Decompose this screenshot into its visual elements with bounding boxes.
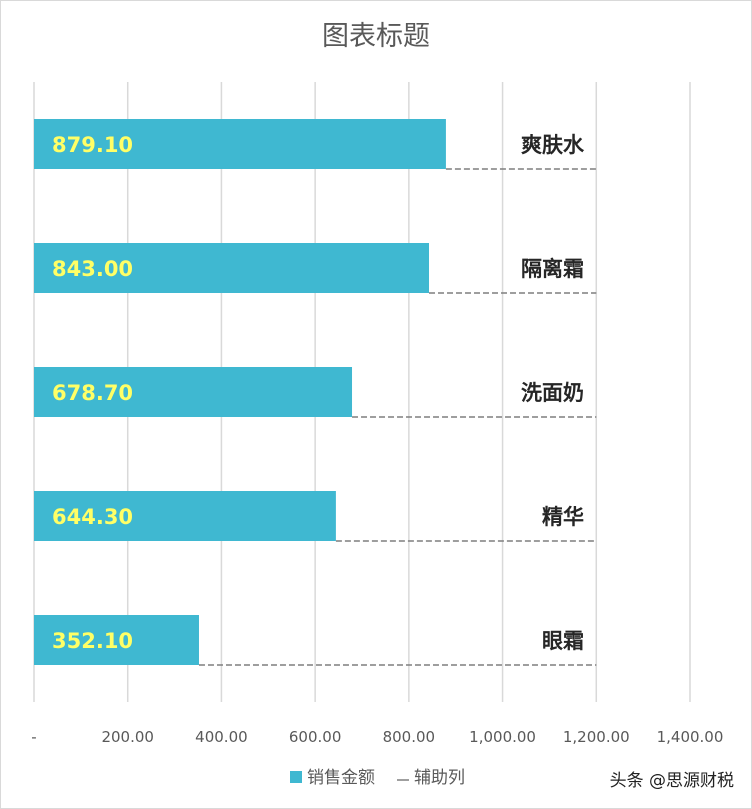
- bar: [34, 615, 199, 665]
- x-tick-label: 1,200.00: [563, 728, 630, 746]
- bar: [34, 367, 353, 417]
- bar: [34, 243, 430, 293]
- x-tick-label: 1,400.00: [657, 728, 724, 746]
- chart-title: 图表标题: [322, 21, 430, 52]
- data-label: 678.70: [52, 381, 133, 405]
- legend: 销售金额 辅助列: [290, 768, 465, 788]
- auxiliary-series: [198, 168, 597, 666]
- data-label: 352.10: [52, 629, 133, 653]
- category-label: 爽肤水: [521, 133, 585, 157]
- watermark: 头条 @思源财税: [609, 771, 734, 791]
- x-tick-label: 200.00: [101, 728, 154, 746]
- bar: [34, 491, 336, 541]
- category-label: 眼霜: [542, 629, 584, 653]
- legend-label-sales: 销售金额: [307, 768, 375, 788]
- legend-swatch-sales: [290, 771, 302, 783]
- x-axis-ticks: - 200.00 400.00 600.00 800.00 1,000.00 1,200.0…: [31, 728, 723, 746]
- sales-series: [34, 119, 446, 665]
- data-labels: 879.10 843.00 678.70 644.30 352.10: [52, 133, 133, 653]
- category-label: 洗面奶: [521, 381, 584, 405]
- x-tick-label: 800.00: [383, 728, 436, 746]
- x-tick-label: -: [31, 728, 36, 746]
- legend-label-aux: 辅助列: [414, 768, 465, 788]
- category-label: 隔离霜: [521, 257, 584, 281]
- x-tick-label: 400.00: [195, 728, 248, 746]
- data-label: 644.30: [52, 505, 133, 529]
- gridlines: [33, 82, 691, 702]
- data-label: 843.00: [52, 257, 133, 281]
- data-label: 879.10: [52, 133, 133, 157]
- bar: [34, 119, 446, 169]
- category-label: 精华: [542, 505, 584, 529]
- x-tick-label: 1,000.00: [469, 728, 536, 746]
- x-tick-label: 600.00: [289, 728, 342, 746]
